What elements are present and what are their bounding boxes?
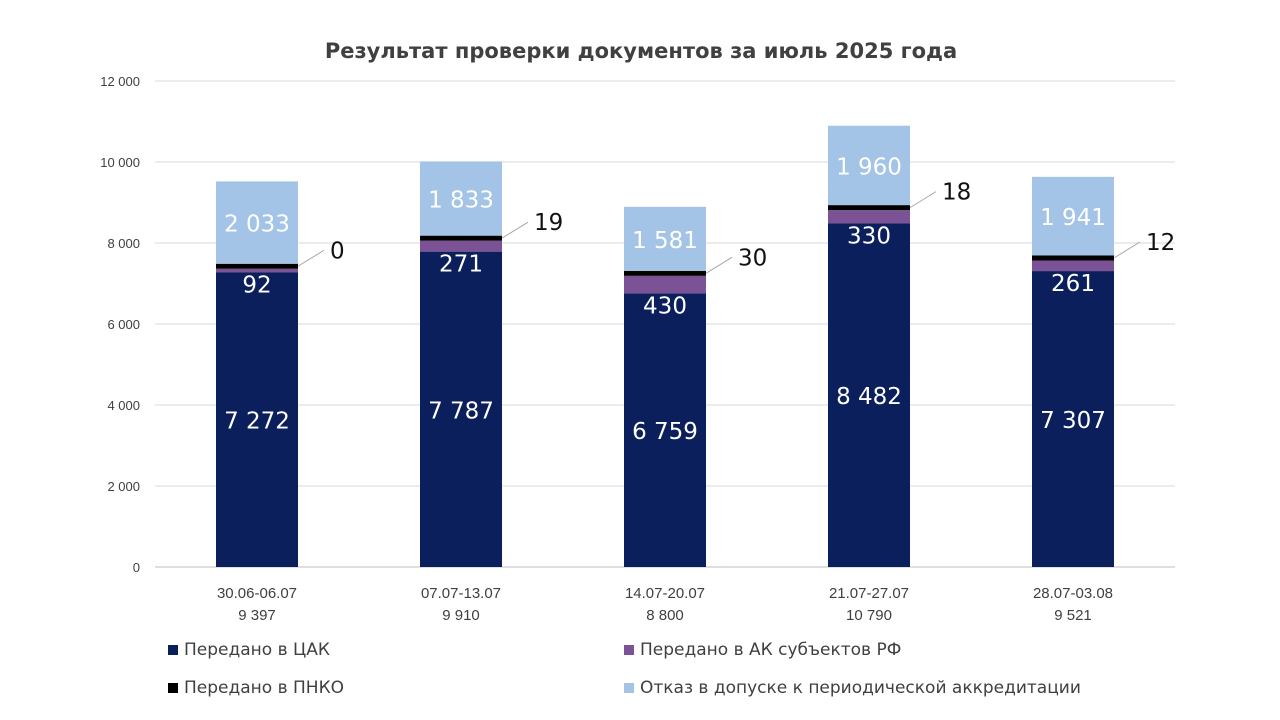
- bar-segment-cak: [420, 251, 502, 567]
- x-tick-label: 28.07-03.08: [1033, 585, 1113, 602]
- leader-line: [501, 221, 529, 239]
- y-axis: 0 2 000 4 000 6 000 8 000 10 000 12 000: [100, 74, 140, 575]
- data-label-ak: 92: [242, 272, 271, 298]
- bar-segment-ak: [420, 240, 502, 252]
- bar-segment-refusal: [1032, 176, 1114, 256]
- x-tick-total: 9 910: [442, 607, 480, 624]
- y-tick-label: 2 000: [107, 479, 140, 494]
- y-tick-label: 0: [133, 560, 140, 575]
- bar-segment-refusal: [420, 161, 502, 236]
- data-label-refusal: 1 833: [428, 188, 494, 214]
- bar-segment-pnko: [420, 235, 502, 241]
- legend: Передано в ЦАК Передано в АК субъектов Р…: [168, 640, 1168, 710]
- bar-segment-pnko: [828, 205, 910, 211]
- data-label-refusal: 1 960: [836, 154, 902, 180]
- data-label-cak: 8 482: [836, 384, 902, 410]
- x-tick-total: 9 521: [1054, 607, 1092, 624]
- bar-segment-pnko: [216, 263, 298, 269]
- data-label-pnko: 19: [534, 210, 563, 236]
- bar-segment-cak: [828, 223, 910, 567]
- bar-segment-cak: [216, 272, 298, 567]
- leader-line: [909, 191, 937, 209]
- legend-swatch-cak: [168, 645, 178, 655]
- bar-segment-ak: [624, 275, 706, 294]
- bar-segment-ak: [216, 268, 298, 273]
- leader-line: [1113, 241, 1141, 259]
- data-label-cak: 6 759: [632, 419, 698, 445]
- data-label-ak: 330: [847, 223, 891, 249]
- x-tick-label: 21.07-27.07: [829, 585, 909, 602]
- data-label-ak: 430: [643, 293, 687, 319]
- legend-item-pnko: Передано в ПНКО: [168, 678, 344, 698]
- x-tick-total: 10 790: [846, 607, 892, 624]
- y-tick-label: 6 000: [107, 317, 140, 332]
- y-tick-label: 4 000: [107, 398, 140, 413]
- chart-title: Результат проверки документов за июль 20…: [325, 39, 957, 63]
- data-label-cak: 7 272: [224, 409, 290, 435]
- bar-segment-refusal: [624, 206, 706, 271]
- bar-segment-cak: [624, 293, 706, 567]
- bars: [216, 125, 1114, 567]
- legend-label-ak: Передано в АК субъектов РФ: [640, 640, 902, 660]
- bar-segment-ak: [828, 210, 910, 224]
- bar-segment-pnko: [624, 270, 706, 276]
- legend-swatch-refusal: [624, 683, 634, 693]
- x-tick-label: 14.07-20.07: [625, 585, 705, 602]
- x-tick-total: 8 800: [646, 607, 684, 624]
- data-label-ak: 261: [1051, 271, 1095, 297]
- bar-segment-cak: [1032, 271, 1114, 567]
- leader-line: [297, 249, 325, 267]
- data-label-pnko: 0: [330, 238, 345, 264]
- bar-segment-ak: [1032, 260, 1114, 272]
- bar-segment-pnko: [1032, 255, 1114, 261]
- legend-item-cak: Передано в ЦАК: [168, 640, 330, 660]
- data-label-cak: 7 307: [1040, 408, 1106, 434]
- data-label-refusal: 1 941: [1040, 205, 1106, 231]
- bar-segment-refusal: [828, 125, 910, 206]
- y-tick-label: 8 000: [107, 236, 140, 251]
- legend-swatch-ak: [624, 645, 634, 655]
- data-label-refusal: 1 581: [632, 228, 698, 254]
- y-tick-label: 12 000: [100, 74, 140, 89]
- data-label-pnko: 18: [942, 180, 971, 206]
- data-label-ak: 271: [439, 252, 483, 278]
- bar-segment-refusal: [216, 181, 298, 264]
- x-axis: 30.06-06.07 9 397 07.07-13.07 9 910 14.07-20…: [217, 585, 1113, 624]
- data-label-pnko: 12: [1146, 230, 1175, 256]
- data-label-refusal: 2 033: [224, 212, 290, 238]
- data-label-pnko: 30: [738, 245, 767, 271]
- legend-label-refusal: Отказ в допуске к периодической аккредит…: [640, 678, 1081, 698]
- data-label-cak: 7 787: [428, 398, 494, 424]
- legend-label-cak: Передано в ЦАК: [184, 640, 330, 660]
- stacked-bar-chart: Результат проверки документов за июль 20…: [100, 39, 1175, 624]
- legend-label-pnko: Передано в ПНКО: [184, 678, 345, 698]
- leader-line: [705, 256, 733, 274]
- legend-item-refusal: Отказ в допуске к периодической аккредит…: [624, 678, 1081, 698]
- legend-swatch-pnko: [168, 683, 178, 693]
- x-tick-label: 07.07-13.07: [421, 585, 501, 602]
- legend-item-ak: Передано в АК субъектов РФ: [624, 640, 901, 660]
- x-tick-label: 30.06-06.07: [217, 585, 297, 602]
- x-tick-total: 9 397: [238, 607, 276, 624]
- y-tick-label: 10 000: [100, 155, 140, 170]
- data-labels: 7 272 92 2 033 0 7 787 271 1 833 19 6 759 430 1 58…: [224, 154, 1175, 445]
